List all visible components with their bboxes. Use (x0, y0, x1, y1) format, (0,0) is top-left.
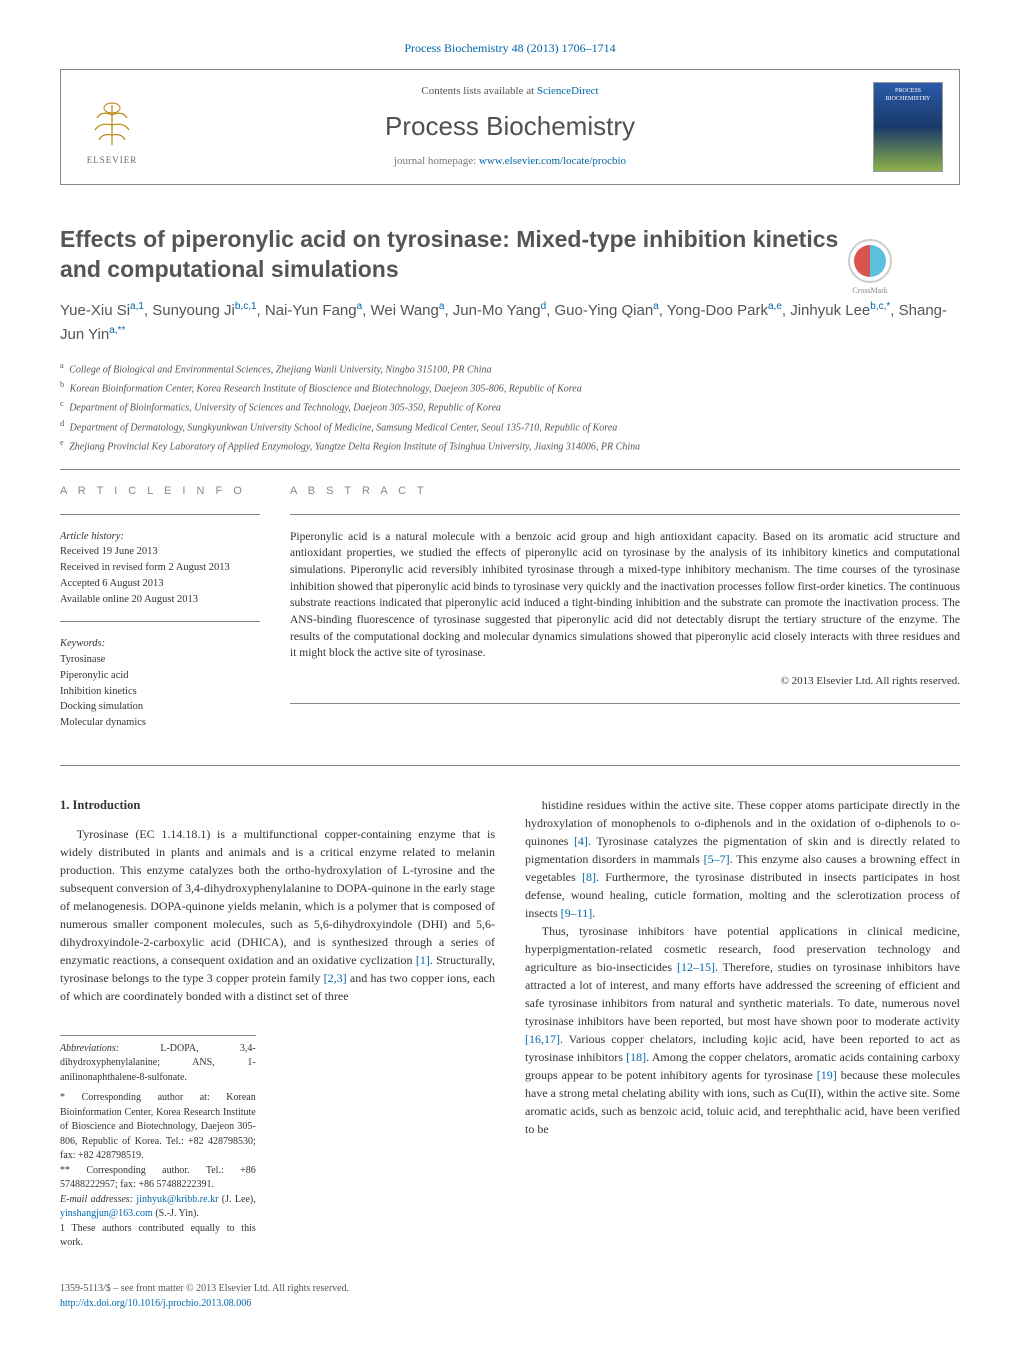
publisher-name: ELSEVIER (87, 154, 138, 167)
citation-link[interactable]: [19] (817, 1068, 837, 1082)
publisher-logo[interactable]: ELSEVIER (77, 87, 147, 167)
section-heading: 1. Introduction (60, 796, 495, 815)
cover-label: PROCESS BIOCHEMISTRY (876, 87, 940, 104)
divider (290, 514, 960, 515)
contents-line-prefix: Contents lists available at (421, 85, 536, 97)
elsevier-tree-icon (87, 100, 137, 150)
issn-line: 1359-5113/$ – see front matter © 2013 El… (60, 1281, 495, 1296)
divider (290, 703, 960, 704)
abstract-copyright: © 2013 Elsevier Ltd. All rights reserved… (290, 674, 960, 689)
journal-title: Process Biochemistry (147, 108, 873, 144)
keywords-block: Keywords: TyrosinasePiperonylic acidInhi… (60, 636, 260, 731)
journal-homepage: journal homepage: www.elsevier.com/locat… (147, 154, 873, 169)
citation-link[interactable]: [8] (582, 870, 596, 884)
doi-link[interactable]: http://dx.doi.org/10.1016/j.procbio.2013… (60, 1298, 251, 1309)
email-who-1: (J. Lee), (218, 1194, 255, 1205)
section-number: 1. (60, 798, 69, 812)
abstract-heading: a b s t r a c t (290, 484, 960, 499)
body-paragraph: histidine residues within the active sit… (525, 796, 960, 922)
contents-line: Contents lists available at ScienceDirec… (147, 84, 873, 99)
citation-link[interactable]: [2,3] (324, 971, 347, 985)
journal-cover-thumbnail[interactable]: PROCESS BIOCHEMISTRY (873, 82, 943, 172)
emails-label: E-mail addresses: (60, 1194, 136, 1205)
bottom-metadata: 1359-5113/$ – see front matter © 2013 El… (60, 1281, 495, 1311)
body-paragraph: Thus, tyrosinase inhibitors have potenti… (525, 922, 960, 1138)
affiliation-list: a College of Biological and Environmenta… (60, 359, 960, 456)
equal-contribution: 1 These authors contributed equally to t… (60, 1222, 256, 1251)
email-link-1[interactable]: jinhyuk@kribb.re.kr (136, 1194, 218, 1205)
divider (60, 765, 960, 766)
email-who-2: (S.-J. Yin). (153, 1208, 199, 1219)
divider (60, 514, 260, 515)
citation-link[interactable]: [9–11] (561, 906, 593, 920)
homepage-prefix: journal homepage: (394, 155, 479, 167)
body-paragraph: Tyrosinase (EC 1.14.18.1) is a multifunc… (60, 825, 495, 1005)
email-link-2[interactable]: yinshangjun@163.com (60, 1208, 153, 1219)
abstract-text: Piperonylic acid is a natural molecule w… (290, 529, 960, 662)
divider (60, 469, 960, 470)
body-column-left: 1. Introduction Tyrosinase (EC 1.14.18.1… (60, 796, 495, 1311)
abbrev-label: Abbreviations: (60, 1043, 119, 1054)
article-history: Article history: Received 19 June 2013Re… (60, 529, 260, 608)
keywords-label: Keywords: (60, 638, 105, 649)
citation-link[interactable]: [18] (626, 1050, 646, 1064)
footnotes: Abbreviations: L-DOPA, 3,4-dihydroxyphen… (60, 1035, 256, 1251)
journal-reference: Process Biochemistry 48 (2013) 1706–1714 (60, 40, 960, 57)
citation-link[interactable]: [16,17] (525, 1032, 560, 1046)
body-column-right: histidine residues within the active sit… (525, 796, 960, 1311)
history-label: Article history: (60, 531, 124, 542)
homepage-link[interactable]: www.elsevier.com/locate/procbio (479, 155, 626, 167)
citation-link[interactable]: [1] (416, 953, 430, 967)
citation-link[interactable]: [4] (574, 834, 588, 848)
journal-header: ELSEVIER Contents lists available at Sci… (60, 69, 960, 185)
corresponding-author-2: ** Corresponding author. Tel.: +86 57488… (60, 1164, 256, 1193)
citation-link[interactable]: [5–7] (704, 852, 730, 866)
article-title: Effects of piperonylic acid on tyrosinas… (60, 225, 960, 285)
crossmark-badge[interactable]: CrossMark (840, 239, 900, 299)
author-list: Yue-Xiu Sia,1, Sunyoung Jib,c,1, Nai-Yun… (60, 299, 960, 347)
sciencedirect-link[interactable]: ScienceDirect (537, 85, 599, 97)
email-line: E-mail addresses: jinhyuk@kribb.re.kr (J… (60, 1193, 256, 1222)
divider (60, 621, 260, 622)
body-columns: 1. Introduction Tyrosinase (EC 1.14.18.1… (60, 796, 960, 1311)
article-info-heading: a r t i c l e i n f o (60, 484, 260, 499)
citation-link[interactable]: [12–15] (677, 960, 715, 974)
section-title: Introduction (73, 798, 141, 812)
abstract-column: a b s t r a c t Piperonylic acid is a na… (290, 484, 960, 745)
crossmark-label: CrossMark (840, 285, 900, 296)
article-info-column: a r t i c l e i n f o Article history: R… (60, 484, 260, 745)
corresponding-author-1: * Corresponding author at: Korean Bioinf… (60, 1091, 256, 1164)
